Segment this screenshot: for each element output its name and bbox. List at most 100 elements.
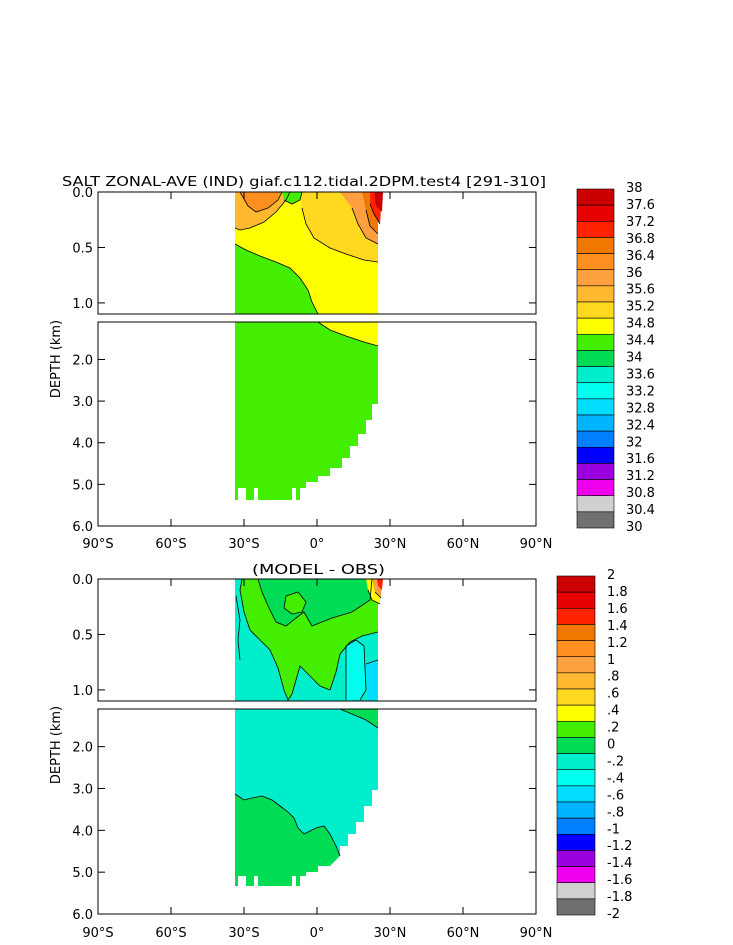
y-tick-label: 0.5 (72, 241, 93, 256)
colorbar-swatch (576, 253, 615, 271)
colorbar-label: 35.6 (626, 283, 655, 298)
y-tick-label: 1.0 (72, 297, 93, 312)
colorbar-label: -1.2 (607, 839, 632, 854)
colorbar-label: 32.4 (626, 418, 655, 433)
colorbar-swatch (556, 753, 596, 771)
x-tick-label: 60°S (155, 537, 186, 552)
colorbar-swatch (556, 850, 596, 867)
colorbar-label: 32 (626, 435, 643, 450)
y-axis-label: DEPTH (km) (49, 320, 64, 398)
salt-panel: SALT ZONAL-AVE (IND) giaf.c112.tidal.2DP… (49, 174, 655, 552)
colorbar-swatch (576, 350, 615, 367)
salt-axes-ticks: 90°S 60°S 30°S 0° 30°N 60°N 90°N 0.0 0.5 1.0 2.0 3.… (49, 186, 552, 552)
colorbar-swatch (576, 317, 615, 335)
y-tick-label: 3.0 (72, 782, 93, 797)
y-tick-label: 2.0 (72, 353, 93, 368)
colorbar-swatch (576, 446, 615, 464)
colorbar-swatch (576, 495, 615, 513)
diff-upper-contours (235, 579, 382, 701)
diff-axes-ticks: 90°S 60°S 30°S 0° 30°N 60°N 90°N 0.0 0.5 1.0 2.0 3.… (49, 573, 552, 941)
colorbar-swatch (576, 301, 615, 319)
x-tick-label: 60°N (447, 537, 480, 552)
colorbar-label: 1.2 (607, 636, 628, 651)
diff-band-green-blob (284, 592, 306, 614)
colorbar-swatch (576, 237, 615, 254)
colorbar-swatch (556, 704, 596, 722)
colorbar-swatch (576, 398, 615, 416)
x-tick-label: 30°N (374, 926, 407, 941)
salt-deep-green (235, 322, 378, 500)
colorbar-swatch (556, 688, 596, 706)
colorbar-label: .2 (607, 721, 619, 736)
colorbar-label: 1 (607, 653, 615, 668)
x-tick-label: 30°N (374, 537, 407, 552)
colorbar-label: 33.6 (626, 367, 655, 382)
diff-colorbar: 21.81.61.41.21.8.6.4.20-.2-.4-.6-.8-1-1.… (556, 568, 632, 922)
colorbar-swatch (576, 366, 615, 384)
y-tick-label: 4.0 (72, 437, 93, 452)
colorbar-label: 1.8 (607, 585, 628, 600)
colorbar-swatch (556, 624, 596, 641)
diff-band-red (377, 579, 383, 590)
colorbar-swatch (556, 656, 596, 674)
colorbar-swatch (556, 607, 596, 625)
colorbar-label: 31.6 (626, 452, 655, 467)
colorbar-label: 1.4 (607, 619, 628, 634)
colorbar-label: 1.6 (607, 602, 628, 617)
colorbar-swatch (556, 575, 596, 593)
y-tick-label: 6.0 (72, 520, 93, 535)
colorbar-swatch (556, 591, 596, 609)
y-tick-label: 5.0 (72, 866, 93, 881)
diff-title: (MODEL - OBS) (252, 562, 385, 578)
colorbar-swatch (576, 414, 615, 432)
colorbar-swatch (576, 333, 615, 351)
y-tick-label: 0.0 (72, 573, 93, 588)
y-tick-label: 0.0 (72, 186, 93, 201)
diff-lower-contours (234, 708, 379, 857)
colorbar-swatch (556, 801, 596, 819)
salt-band-deep-orange (240, 192, 282, 212)
colorbar-swatch (556, 833, 596, 851)
y-tick-label: 5.0 (72, 478, 93, 493)
colorbar-swatch (556, 737, 596, 754)
colorbar-label: 34.4 (626, 334, 655, 349)
colorbar-label: .4 (607, 704, 619, 719)
salt-band-green-top (282, 192, 302, 204)
colorbar-swatch (576, 511, 615, 529)
diff-deep-green (235, 794, 340, 886)
y-axis-label: DEPTH (km) (49, 706, 64, 784)
salt-deep-yellow (318, 322, 378, 346)
y-tick-label: 2.0 (72, 741, 93, 756)
diff-deep-green-top (340, 709, 378, 728)
colorbar-swatch (556, 817, 596, 835)
colorbar-swatch (556, 640, 596, 658)
y-tick-label: 4.0 (72, 824, 93, 839)
colorbar-label: 30 (626, 520, 643, 535)
salt-colorbar: 3837.637.236.836.43635.635.234.834.43433… (576, 181, 655, 535)
colorbar-label: .6 (607, 687, 619, 702)
colorbar-swatch (576, 188, 615, 206)
diff-lower-field (235, 709, 378, 886)
colorbar-label: 30.8 (626, 486, 655, 501)
y-tick-label: 3.0 (72, 395, 93, 410)
x-tick-label: 90°N (520, 537, 553, 552)
x-tick-label: 90°N (520, 926, 553, 941)
colorbar-label: 37.2 (626, 215, 655, 230)
colorbar-label: 37.6 (626, 198, 655, 213)
x-tick-label: 0° (310, 926, 325, 941)
colorbar-label: -1.8 (607, 890, 632, 905)
colorbar-label: -.6 (607, 788, 624, 803)
x-tick-label: 0° (310, 537, 325, 552)
colorbar-label: 30.4 (626, 503, 655, 518)
colorbar-label: -.2 (607, 754, 624, 769)
x-tick-label: 60°N (447, 926, 480, 941)
colorbar-label: -.8 (607, 805, 624, 820)
x-tick-label: 90°S (82, 926, 113, 941)
colorbar-swatch (556, 720, 596, 738)
colorbar-swatch (576, 269, 615, 287)
colorbar-label: 33.2 (626, 384, 655, 399)
colorbar-label: 2 (607, 568, 615, 583)
y-tick-label: 0.5 (72, 628, 93, 643)
colorbar-label: 38 (626, 181, 643, 196)
colorbar-swatch (556, 882, 596, 900)
